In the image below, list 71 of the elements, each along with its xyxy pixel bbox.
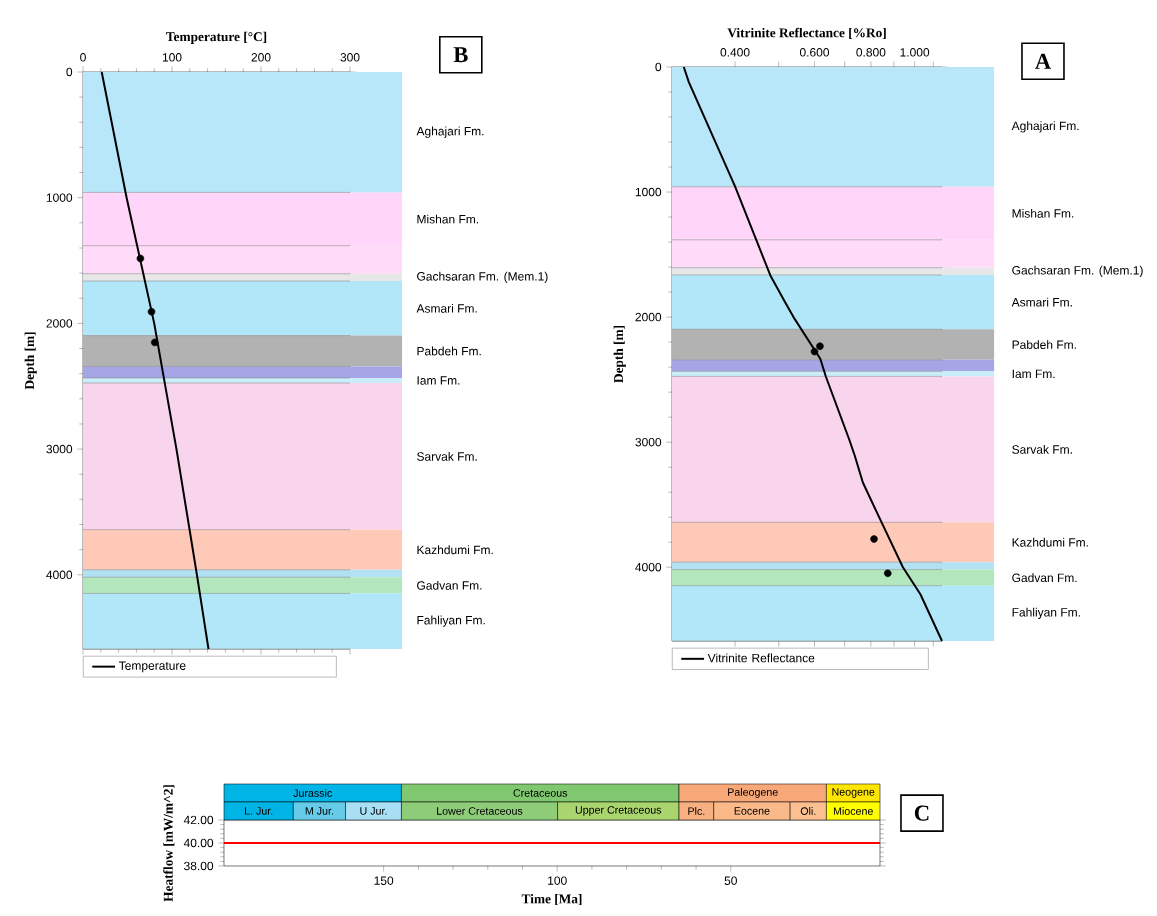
x-tick-label: 100 — [548, 876, 567, 885]
y-axis-title: Heatflow [mW/m^2] — [163, 785, 175, 902]
band-label: Pabdeh Fm. — [1012, 340, 1076, 349]
band-label: Sarvak Fm. — [417, 451, 477, 461]
text: A — [1035, 53, 1051, 69]
x-tick-label: 0.600 — [799, 48, 830, 57]
text: Miocene — [833, 807, 873, 815]
band-label: Fahliyan Fm. — [1012, 607, 1080, 619]
band-label: Aghajari Fm. — [1011, 121, 1079, 133]
band-label: Asmari Fm. — [1011, 297, 1072, 307]
band-label: Fahliyan Fm. — [417, 615, 485, 627]
legend-label: Temperature — [118, 661, 186, 673]
point — [147, 307, 156, 316]
point — [136, 254, 145, 263]
y-tick-label: 42.00 — [183, 815, 214, 825]
y-tick-label: 4000 — [46, 570, 73, 580]
y-tick-label: 3000 — [635, 437, 662, 447]
y-axis-title: Depth [m] — [613, 325, 626, 383]
x-tick-label: 0 — [80, 53, 86, 62]
text: Lower Cretaceous — [437, 807, 523, 815]
band-label: Sarvak Fm. — [1012, 444, 1072, 454]
text: C — [914, 805, 929, 821]
text: Jurassic — [293, 789, 333, 797]
point — [151, 338, 159, 347]
y-tick-label: 3000 — [46, 444, 73, 454]
x-tick-label: 100 — [162, 53, 182, 62]
band-label: Pabdeh Fm. — [417, 346, 481, 356]
y-axis-title: Depth [m] — [24, 332, 37, 390]
legend-label: Vitrinite Reflectance — [707, 653, 815, 663]
band-label: Kazhdumi Fm. — [1012, 537, 1088, 547]
x-tick-label: 150 — [374, 876, 394, 885]
y-tick-label: 0 — [655, 62, 662, 72]
text: U Jur. — [360, 807, 387, 815]
text: Plc. — [688, 807, 705, 815]
text: Neogene — [832, 788, 875, 798]
band-label: Mishan Fm. — [417, 214, 479, 224]
x-tick-label: 0.800 — [856, 48, 886, 57]
band-label: Gadvan Fm. — [1012, 573, 1077, 583]
x-axis-title: Vitrinite Reflectance [%Ro] — [727, 27, 886, 39]
band-label: Iam Fm. — [417, 376, 460, 385]
band-label: Mishan Fm. — [1012, 208, 1074, 218]
text: Upper Cretaceous — [575, 806, 662, 816]
text: Eocene — [734, 807, 770, 815]
text: B — [453, 47, 468, 63]
x-tick-label: 1.000 — [900, 48, 930, 57]
x-tick-label: 200 — [251, 53, 271, 62]
x-axis-title: Temperature [°C] — [166, 31, 267, 44]
band-label: Kazhdumi Fm. — [417, 545, 493, 555]
text: M Jur. — [305, 807, 333, 815]
text: Oli. — [800, 807, 816, 815]
band-label: Gachsaran Fm. (Mem.1) — [417, 271, 548, 283]
y-tick-label: 0 — [66, 67, 73, 77]
y-tick-label: 4000 — [635, 562, 662, 572]
band-label: Asmari Fm. — [416, 303, 477, 313]
y-tick-label: 2000 — [46, 319, 73, 328]
y-tick-label: 38.00 — [184, 861, 214, 871]
text: Cretaceous — [513, 789, 568, 797]
band-label: Gachsaran Fm. (Mem.1) — [1012, 265, 1143, 277]
band-label: Gadvan Fm. — [417, 580, 482, 590]
text: Paleogene — [728, 788, 778, 798]
x-tick-label: 300 — [340, 53, 360, 62]
y-tick-label: 2000 — [635, 312, 662, 322]
band-label: Aghajari Fm. — [416, 126, 484, 138]
y-tick-label: 40.00 — [183, 838, 214, 848]
x-axis-title: Time [Ma] — [521, 894, 582, 906]
y-tick-label: 1000 — [46, 193, 73, 202]
x-tick-label: 50 — [724, 876, 737, 885]
y-tick-label: 1000 — [635, 187, 662, 197]
text: L. Jur. — [245, 807, 273, 815]
x-tick-label: 0.400 — [720, 48, 750, 57]
band-label: Iam Fm. — [1012, 369, 1055, 379]
